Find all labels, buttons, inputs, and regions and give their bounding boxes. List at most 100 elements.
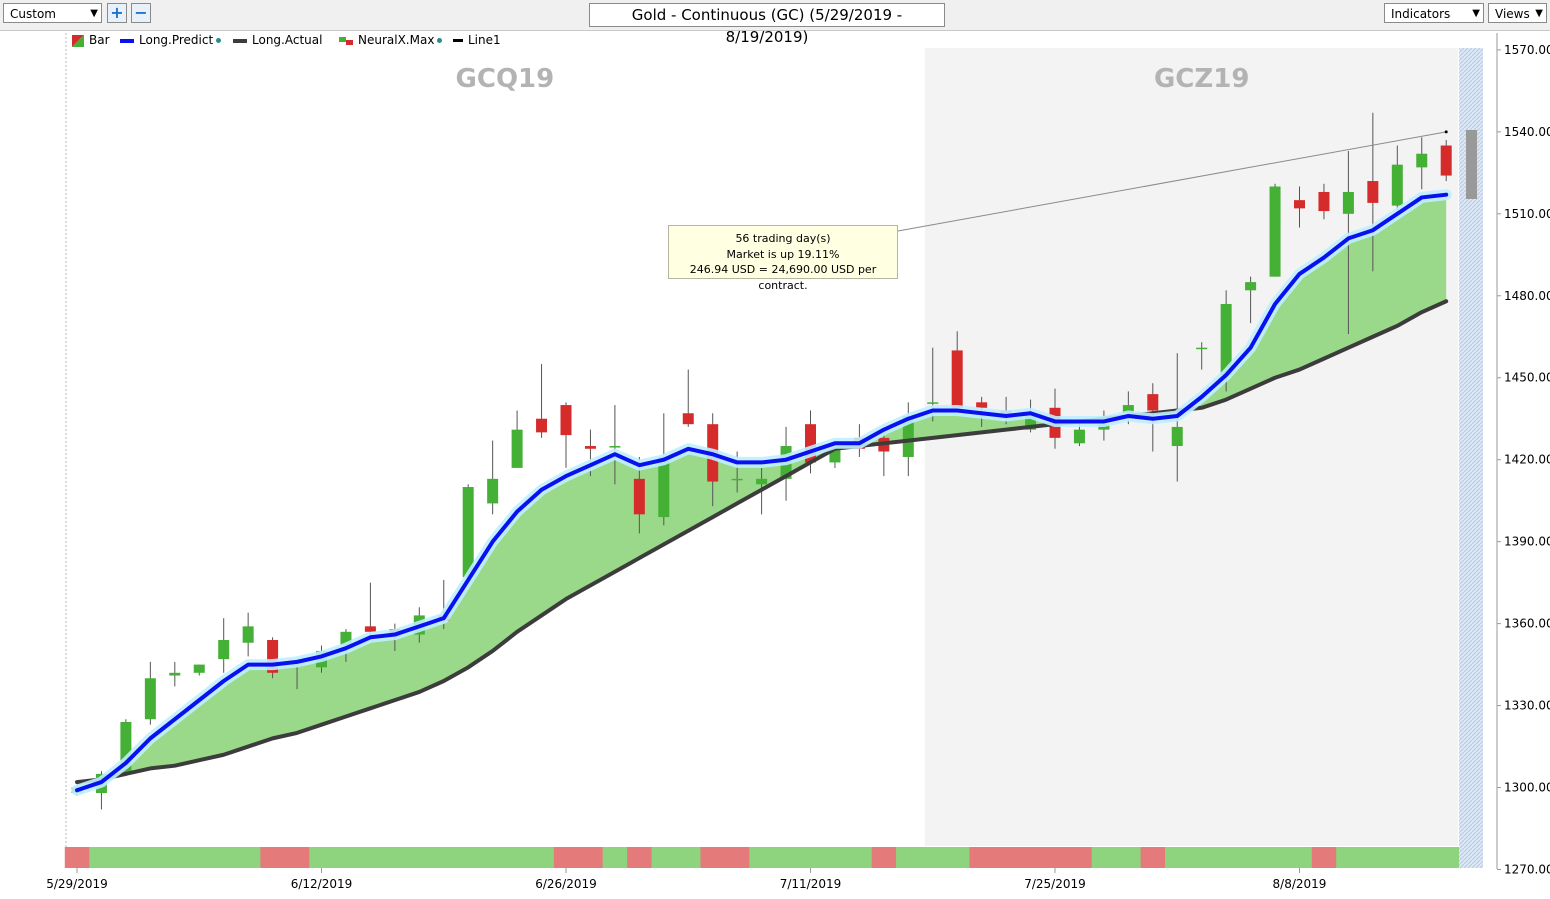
add-icon[interactable]: + <box>107 3 127 23</box>
neural-signal-cell <box>64 847 90 868</box>
candle <box>609 405 621 485</box>
candle-body <box>829 448 841 463</box>
tooltip-usd-value: 246.94 USD = 24,690.00 USD per contract. <box>689 263 877 292</box>
candle-body <box>560 405 572 436</box>
candle <box>1367 112 1379 272</box>
candle-body <box>658 456 670 518</box>
neural-signal-cell <box>162 847 188 868</box>
candle <box>169 661 181 687</box>
candle <box>267 637 279 679</box>
legend-item-bar[interactable]: Bar <box>72 32 110 48</box>
neural-signal-cell <box>1409 847 1435 868</box>
indicators-dropdown[interactable]: Indicators ▼ <box>1384 3 1484 23</box>
neuralx-swatch-icon <box>339 36 353 45</box>
candle <box>1294 186 1305 228</box>
contract-region-gcz19 <box>924 48 1458 846</box>
candle-body <box>267 640 279 673</box>
candle-body <box>1025 413 1037 430</box>
candle-body <box>1440 145 1452 176</box>
neural-signal-cell <box>1189 847 1215 868</box>
neural-signal-cell <box>284 847 310 868</box>
neural-signal-cell <box>969 847 995 868</box>
neural-signal-cell <box>1165 847 1191 868</box>
neural-signal-cell <box>798 847 824 868</box>
y-tick-label: 1300.00 <box>1504 781 1550 795</box>
y-tick-label: 1480.00 <box>1504 289 1550 303</box>
y-tick-label: 1270.00 <box>1504 863 1550 877</box>
legend-item-long-actual[interactable]: Long.Actual <box>233 32 322 48</box>
candle <box>682 369 694 427</box>
neural-signal-cell <box>1140 847 1166 868</box>
neural-signal-cell <box>455 847 482 868</box>
neural-signal-cell <box>749 847 775 868</box>
candle-body <box>1147 394 1159 411</box>
legend-item-long-predict[interactable]: Long.Predict <box>120 32 222 48</box>
candle-body <box>1073 429 1085 444</box>
candle <box>511 410 523 468</box>
candle-body <box>536 418 548 433</box>
remove-icon[interactable]: − <box>131 3 151 23</box>
views-label: Views <box>1495 7 1530 21</box>
views-dropdown[interactable]: Views ▼ <box>1488 3 1547 23</box>
y-tick-label: 1420.00 <box>1504 453 1550 467</box>
candle <box>951 331 963 408</box>
tooltip-market-change: Market is up 19.11% <box>726 247 840 261</box>
candle-body <box>1367 181 1379 203</box>
y-tick-label: 1330.00 <box>1504 699 1550 713</box>
tooltip-trading-days: 56 trading day(s) <box>735 232 831 245</box>
settings-dot-icon[interactable] <box>437 38 443 43</box>
neural-signal-cell <box>480 847 506 868</box>
legend-item-neuralx[interactable]: NeuralX.Max <box>339 32 443 48</box>
neural-signal-cell <box>1433 847 1460 868</box>
x-tick-label: 7/25/2019 <box>1024 877 1086 891</box>
candle-body <box>756 478 768 485</box>
toolbar: Custom ▼ + − Gold - Continuous (GC) (5/2… <box>0 0 1550 46</box>
candle <box>658 413 670 526</box>
line-swatch-icon <box>453 39 463 42</box>
neural-signal-cell <box>333 847 359 868</box>
neural-signal-cell <box>944 847 971 868</box>
candle-body <box>1318 191 1330 212</box>
candle-body <box>487 478 499 504</box>
candle <box>218 618 230 673</box>
candle-body <box>1196 347 1208 350</box>
candle-body <box>242 626 254 643</box>
candle-body <box>340 631 352 646</box>
contract-label: GCZ19 <box>1154 64 1249 94</box>
settings-dot-icon[interactable] <box>216 38 222 43</box>
candle-body <box>1220 303 1232 376</box>
neural-signal-cell <box>309 847 335 868</box>
trend-line <box>897 131 1447 232</box>
measure-tooltip: 56 trading day(s) Market is up 19.11% 24… <box>668 225 898 292</box>
chevron-down-icon: ▼ <box>1472 8 1480 19</box>
candle-body <box>609 446 621 448</box>
neural-signal-cell <box>1311 847 1337 868</box>
candle <box>1440 140 1452 182</box>
candle-body <box>193 664 205 673</box>
candle <box>1318 183 1330 220</box>
layout-select[interactable]: Custom ▼ <box>3 3 102 23</box>
neural-signal-cell <box>89 847 115 868</box>
neural-signal-cell <box>407 847 433 868</box>
neural-signal-cell <box>187 847 213 868</box>
neural-signal-cell <box>1091 847 1117 868</box>
candle-body <box>1391 164 1403 206</box>
candle-body <box>1269 186 1281 277</box>
neural-signal-cell <box>627 847 653 868</box>
candle-body <box>511 429 523 468</box>
long-predict-line <box>75 192 1449 793</box>
candle <box>829 448 841 468</box>
candle-body <box>144 678 156 720</box>
neural-signal-cell <box>773 847 799 868</box>
candle <box>242 612 254 657</box>
candle-body <box>462 487 474 578</box>
neural-signal-cell <box>1042 847 1068 868</box>
chart-title: Gold - Continuous (GC) (5/29/2019 - 8/19… <box>589 3 945 46</box>
legend-item-line1[interactable]: Line1 <box>453 32 501 48</box>
neural-signal-cell <box>211 847 237 868</box>
candle-body <box>120 721 132 774</box>
line-swatch-icon <box>233 38 247 43</box>
x-tick-label: 8/8/2019 <box>1273 877 1327 891</box>
legend-label-long-actual: Long.Actual <box>252 33 323 47</box>
